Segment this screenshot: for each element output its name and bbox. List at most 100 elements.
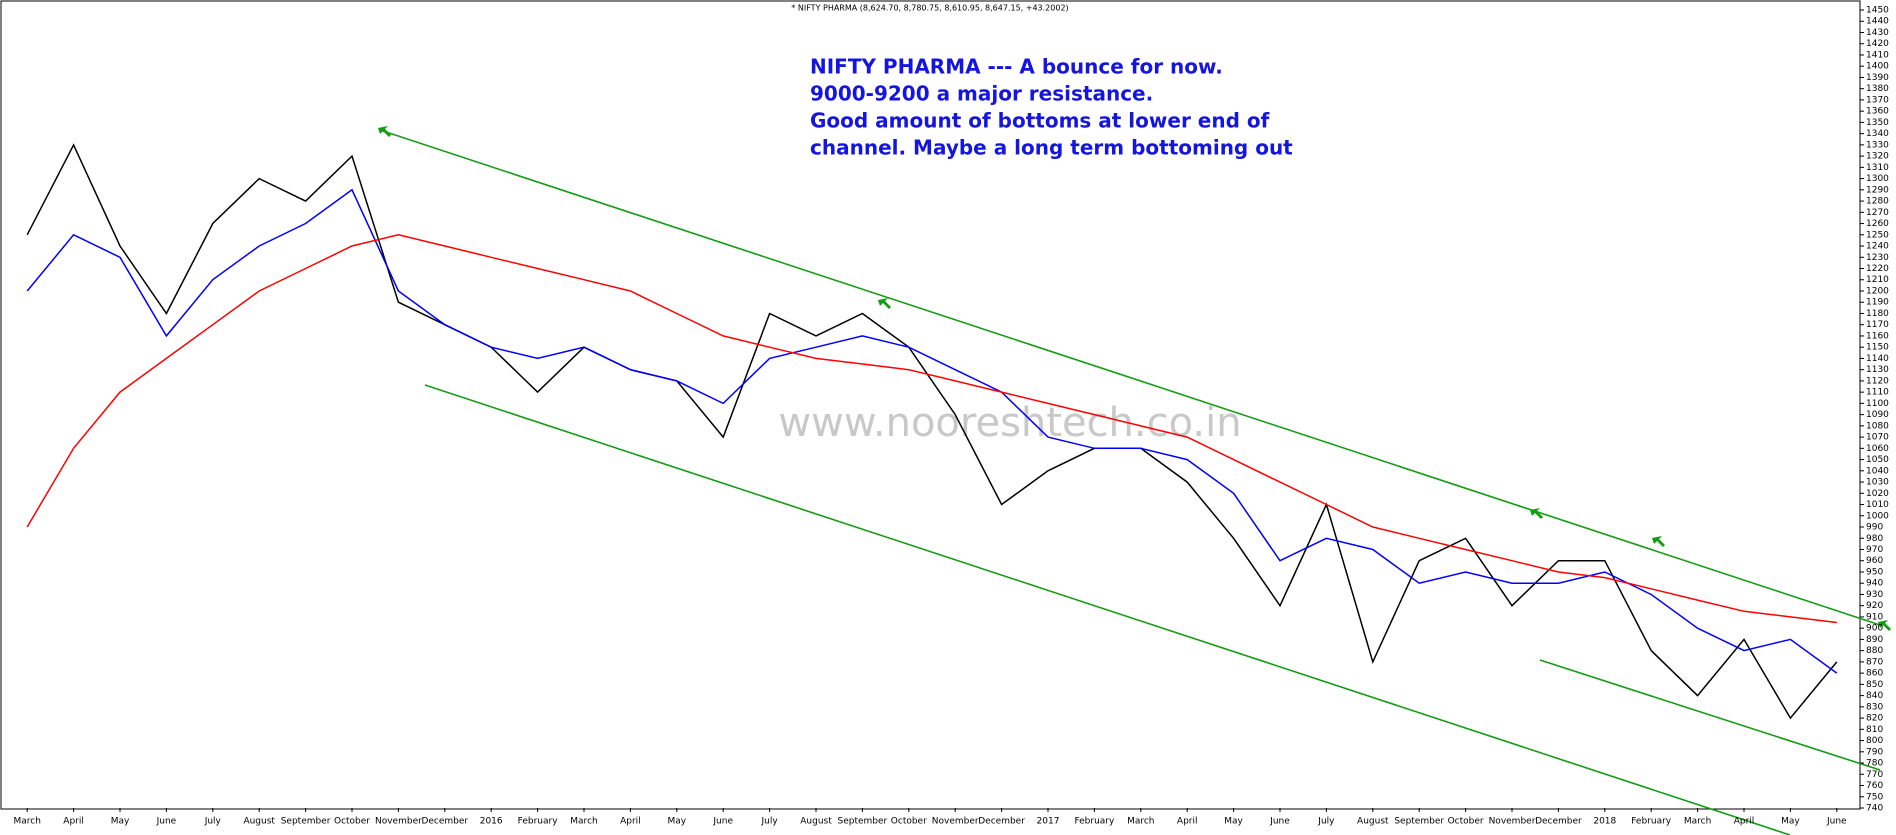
x-tick-label: October xyxy=(891,817,927,827)
y-tick-label: 770 xyxy=(1866,770,1883,780)
x-tick-label: May xyxy=(111,817,130,827)
x-tick-label: August xyxy=(800,817,832,827)
y-tick-label: 1120 xyxy=(1866,376,1889,386)
y-tick-label: 1390 xyxy=(1866,73,1889,83)
y-tick-label: 1300 xyxy=(1866,174,1889,184)
x-tick-label: June xyxy=(712,817,733,827)
x-tick-label: February xyxy=(1074,817,1115,827)
y-tick-label: 1190 xyxy=(1866,298,1889,308)
x-tick-label: February xyxy=(518,817,559,827)
x-tick-label: May xyxy=(1781,817,1800,827)
x-tick-label: July xyxy=(1317,817,1335,827)
y-tick-label: 920 xyxy=(1866,601,1883,611)
x-tick-label: November xyxy=(932,817,979,827)
x-tick-label: September xyxy=(281,817,331,827)
x-tick-label: September xyxy=(838,817,888,827)
x-tick-label: July xyxy=(204,817,222,827)
y-tick-label: 810 xyxy=(1866,725,1883,735)
y-tick-label: 1380 xyxy=(1866,84,1889,94)
y-tick-label: 880 xyxy=(1866,646,1883,656)
series-line xyxy=(26,234,1837,624)
x-tick-label: July xyxy=(761,817,779,827)
y-tick-label: 1230 xyxy=(1866,253,1889,263)
x-tick-label: March xyxy=(1127,817,1154,827)
plot-frame xyxy=(0,0,1861,810)
y-tick-label: 1050 xyxy=(1866,455,1889,465)
x-tick-label: April xyxy=(620,817,641,827)
y-tick-label: 1220 xyxy=(1866,264,1889,274)
x-tick-label: August xyxy=(243,817,275,827)
y-tick-label: 1280 xyxy=(1866,197,1889,207)
x-tick-label: March xyxy=(570,817,597,827)
y-tick-label: 830 xyxy=(1866,702,1883,712)
y-tick-label: 820 xyxy=(1866,714,1883,724)
y-tick-label: 1250 xyxy=(1866,230,1889,240)
y-tick-label: 1080 xyxy=(1866,421,1889,431)
y-tick-label: 1240 xyxy=(1866,242,1889,252)
x-tick-label: June xyxy=(156,817,177,827)
arrow xyxy=(878,298,891,309)
x-tick-label: November xyxy=(1489,817,1536,827)
y-tick-label: 1150 xyxy=(1866,343,1889,353)
annotation-line: NIFTY PHARMA --- A bounce for now. xyxy=(810,55,1223,79)
x-tick-label: April xyxy=(1734,817,1755,827)
x-tick-label: 2016 xyxy=(480,817,503,827)
y-tick-label: 1410 xyxy=(1866,50,1889,60)
y-tick-label: 1350 xyxy=(1866,118,1889,128)
arrow xyxy=(1878,620,1891,631)
y-tick-label: 1160 xyxy=(1866,331,1889,341)
y-tick-label: 950 xyxy=(1866,567,1883,577)
x-tick-label: April xyxy=(1177,817,1198,827)
y-tick-label: 980 xyxy=(1866,534,1883,544)
x-tick-label: September xyxy=(1394,817,1444,827)
x-tick-label: March xyxy=(1684,817,1711,827)
y-tick-label: 1260 xyxy=(1866,219,1889,229)
x-tick-label: June xyxy=(1269,817,1290,827)
y-tick-label: 1010 xyxy=(1866,500,1889,510)
y-tick-label: 740 xyxy=(1866,804,1883,814)
x-tick-label: 2018 xyxy=(1593,817,1616,827)
x-tick-label: April xyxy=(63,817,84,827)
y-tick-label: 960 xyxy=(1866,556,1883,566)
y-tick-label: 990 xyxy=(1866,523,1883,533)
y-tick-label: 1210 xyxy=(1866,275,1889,285)
y-tick-label: 1030 xyxy=(1866,478,1889,488)
x-tick-label: December xyxy=(1535,817,1582,827)
y-tick-label: 1170 xyxy=(1866,320,1889,330)
y-tick-label: 750 xyxy=(1866,792,1883,802)
y-tick-label: 890 xyxy=(1866,635,1883,645)
y-tick-label: 1180 xyxy=(1866,309,1889,319)
annotation-line: Good amount of bottoms at lower end of xyxy=(810,109,1270,133)
y-tick-label: 1100 xyxy=(1866,399,1889,409)
y-tick-label: 1340 xyxy=(1866,129,1889,139)
x-tick-label: December xyxy=(421,817,468,827)
channel xyxy=(379,129,1881,835)
x-tick-label: June xyxy=(1826,817,1847,827)
y-tick-label: 1040 xyxy=(1866,466,1889,476)
y-tick-label: 1400 xyxy=(1866,62,1889,72)
channel-upper xyxy=(379,129,1881,626)
x-tick-label: February xyxy=(1631,817,1672,827)
y-tick-label: 1110 xyxy=(1866,388,1889,398)
y-tick-label: 1310 xyxy=(1866,163,1889,173)
y-tick-label: 1060 xyxy=(1866,444,1889,454)
y-tick-label: 870 xyxy=(1866,657,1883,667)
arrow xyxy=(1530,508,1543,519)
y-tick-label: 780 xyxy=(1866,759,1883,769)
y-tick-label: 840 xyxy=(1866,691,1883,701)
y-tick-label: 1370 xyxy=(1866,95,1889,105)
annotation: NIFTY PHARMA --- A bounce for now. 9000-… xyxy=(810,55,1293,160)
x-tick-label: December xyxy=(978,817,1025,827)
annotation-line: 9000-9200 a major resistance. xyxy=(810,82,1153,106)
y-tick-label: 1440 xyxy=(1866,17,1889,27)
y-tick-label: 970 xyxy=(1866,545,1883,555)
y-tick-label: 850 xyxy=(1866,680,1883,690)
series-line xyxy=(26,188,1838,674)
watermark: www.nooreshtech.co.in xyxy=(778,400,1241,446)
y-tick-label: 1090 xyxy=(1866,410,1889,420)
y-tick-label: 1140 xyxy=(1866,354,1889,364)
y-tick-label: 860 xyxy=(1866,669,1883,679)
y-tick-label: 1320 xyxy=(1866,152,1889,162)
chart-title: * NIFTY PHARMA (8,624.70, 8,780.75, 8,61… xyxy=(791,4,1068,13)
